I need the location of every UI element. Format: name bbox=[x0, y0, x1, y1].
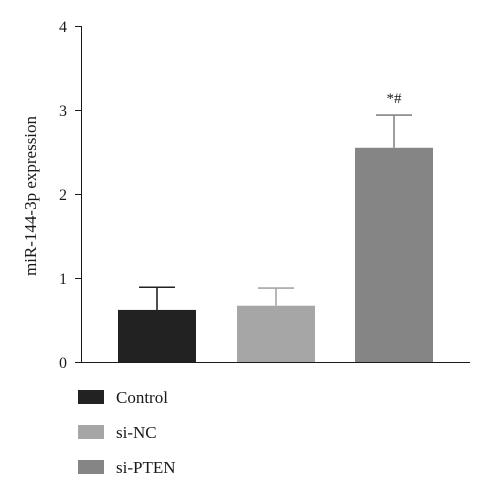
y-tick-label: 3 bbox=[59, 103, 67, 120]
legend-label: Control bbox=[116, 388, 168, 407]
bar-si-pten bbox=[355, 147, 433, 362]
bar-control bbox=[118, 309, 196, 362]
bar-si-nc bbox=[237, 305, 315, 362]
legend-swatch bbox=[78, 390, 104, 404]
significance-annotation: *# bbox=[387, 91, 403, 107]
legend-item-si-nc: si-NC bbox=[78, 421, 278, 445]
legend-swatch bbox=[78, 460, 104, 474]
y-tick-label: 0 bbox=[59, 355, 67, 372]
legend-label: si-NC bbox=[116, 423, 157, 442]
bar-chart: miR-144-3p expression 0 1 2 3 4 *# bbox=[21, 19, 470, 372]
y-tick-label: 1 bbox=[59, 271, 67, 288]
y-axis-label: miR-144-3p expression bbox=[21, 115, 40, 276]
legend-item-si-pten: si-PTEN bbox=[78, 456, 278, 480]
legend-label: si-PTEN bbox=[116, 458, 176, 477]
legend-swatch bbox=[78, 425, 104, 439]
y-axis: 0 1 2 3 4 bbox=[59, 19, 82, 372]
legend-item-control: Control bbox=[78, 386, 278, 410]
bars: *# bbox=[118, 91, 433, 362]
y-tick-label: 4 bbox=[59, 19, 67, 36]
y-tick-label: 2 bbox=[59, 187, 67, 204]
